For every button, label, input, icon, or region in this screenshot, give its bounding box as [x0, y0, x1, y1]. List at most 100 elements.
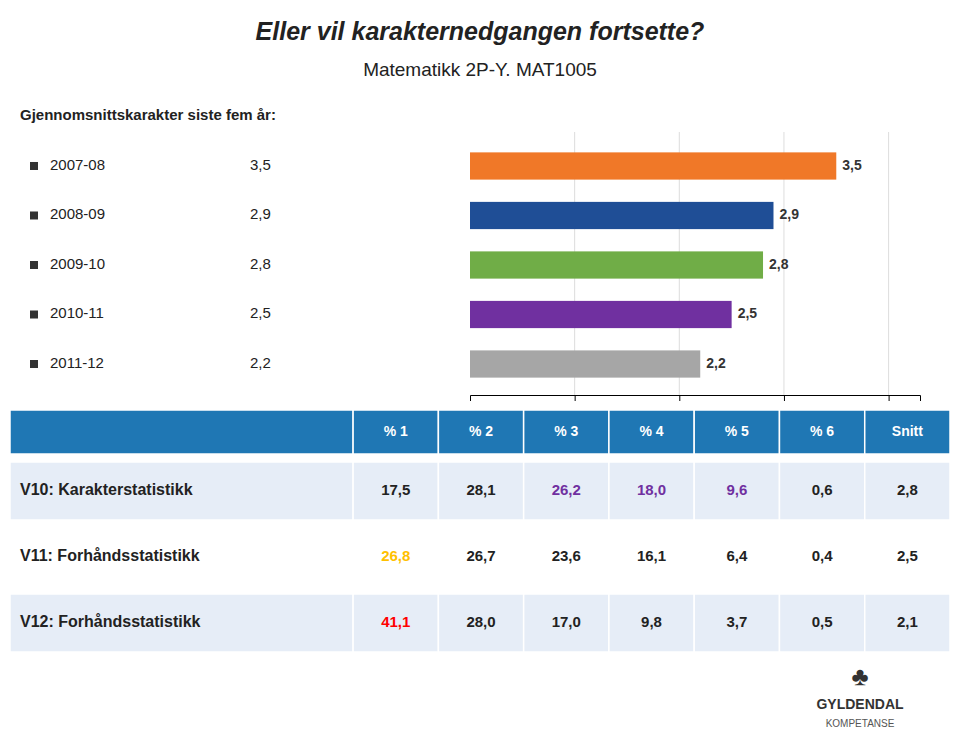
tick [784, 395, 785, 401]
list-value: 2,2 [250, 354, 271, 371]
tick-mark [575, 395, 576, 401]
bullet [30, 311, 38, 319]
year-list: 2007-083,52008-092,92009-102,82010-112,5… [30, 156, 271, 371]
bar [470, 251, 763, 278]
table-value: 9,8 [641, 613, 662, 630]
table-value: 6,4 [726, 547, 748, 564]
bars [470, 152, 836, 377]
bar [470, 202, 773, 229]
chart-root: Eller vil karakternedgangen fortsette? Ma… [0, 0, 960, 743]
table-cell [865, 594, 950, 652]
table-cell [10, 462, 353, 520]
table-row-label: V12: Forhåndsstatistikk [20, 613, 201, 630]
table-header-cell [609, 410, 694, 454]
title: Eller vil karakternedgangen fortsette? [256, 17, 705, 45]
bullet [30, 211, 38, 219]
table-header-cell [779, 410, 864, 454]
data-label: 2,5 [738, 305, 758, 321]
table-value: 2,1 [897, 613, 918, 630]
tick-mark [679, 395, 680, 401]
table-header: % 6 [810, 423, 834, 439]
tick [575, 395, 576, 401]
x-axis [471, 395, 921, 401]
table-value: 28,0 [466, 613, 495, 630]
tick [679, 395, 680, 401]
table-cell [10, 594, 353, 652]
list-year: 2009-10 [50, 255, 105, 272]
logo: ♣ GYLDENDAL KOMPETANSE [816, 661, 904, 729]
table-value: 26,2 [552, 481, 581, 498]
tick-mark [889, 395, 890, 401]
table-header: % 2 [469, 423, 493, 439]
bullet [30, 162, 38, 170]
table-cell [438, 528, 523, 586]
table-cell [353, 462, 438, 520]
table-cell [694, 462, 779, 520]
table-value: 16,1 [637, 547, 666, 564]
table-value: 9,6 [726, 481, 747, 498]
data-label: 2,9 [779, 206, 799, 222]
table-header: % 1 [384, 423, 408, 439]
list-value: 3,5 [250, 156, 271, 173]
logo-name: GYLDENDAL [816, 696, 904, 712]
tick [889, 395, 890, 401]
table-cell [353, 594, 438, 652]
bullet [30, 261, 38, 269]
table-cell [524, 462, 609, 520]
table-cell [779, 594, 864, 652]
table-value: 2,8 [897, 481, 918, 498]
logo-symbol: ♣ [851, 661, 868, 691]
table-value: 41,1 [381, 613, 410, 630]
table-cell [609, 594, 694, 652]
list-year: 2007-08 [50, 156, 105, 173]
table-value: 26,7 [466, 547, 495, 564]
table-cell [524, 528, 609, 586]
table-value: 26,8 [381, 547, 410, 564]
list-year: 2011-12 [50, 354, 104, 371]
table-cell [694, 528, 779, 586]
bar [470, 301, 732, 328]
axis-domain [471, 396, 921, 402]
table-header-cell [10, 410, 353, 454]
table-cell [694, 594, 779, 652]
table-cell [10, 528, 353, 586]
table-cell [865, 528, 950, 586]
table-cell [609, 528, 694, 586]
table-cell [438, 462, 523, 520]
list-year: 2008-09 [50, 205, 105, 222]
data-label: 3,5 [842, 157, 862, 173]
table-cell [779, 528, 864, 586]
logo-tagline: KOMPETANSE [826, 718, 895, 729]
data-labels: 3,5 2,9 2,8 2,5 2,2 [706, 157, 862, 371]
bar [470, 350, 700, 377]
table-row-label: V11: Forhåndsstatistikk [20, 547, 200, 564]
table-value: 0,6 [812, 481, 833, 498]
list-value: 2,5 [250, 304, 271, 321]
bullet [30, 360, 38, 368]
table-value: 18,0 [637, 481, 666, 498]
table-cell [865, 462, 950, 520]
table-cell [779, 462, 864, 520]
table-row-label: V10: Karakterstatistikk [20, 481, 193, 498]
table: % 1% 2% 3% 4% 5% 6SnittV10: Karakterstat… [10, 410, 950, 652]
table-cell [353, 528, 438, 586]
data-label: 2,8 [769, 256, 789, 272]
table-header: % 3 [554, 423, 578, 439]
list-value: 2,9 [250, 205, 271, 222]
list-heading: Gjennomsnittskarakter siste fem år: [20, 106, 276, 123]
table-header-cell [438, 410, 523, 454]
table-header: % 4 [639, 423, 663, 439]
table-value: 2,5 [897, 547, 918, 564]
subtitle: Matematikk 2P-Y. MAT1005 [363, 59, 597, 80]
table-value: 0,5 [812, 613, 833, 630]
table-cell [524, 594, 609, 652]
table-header-cell [524, 410, 609, 454]
data-label: 2,2 [706, 355, 726, 371]
table-header-cell [353, 410, 438, 454]
grid-line [888, 132, 889, 395]
table-cell [438, 594, 523, 652]
bar [470, 152, 836, 179]
table-value: 28,1 [466, 481, 495, 498]
list-value: 2,8 [250, 255, 271, 272]
table-value: 17,0 [552, 613, 581, 630]
